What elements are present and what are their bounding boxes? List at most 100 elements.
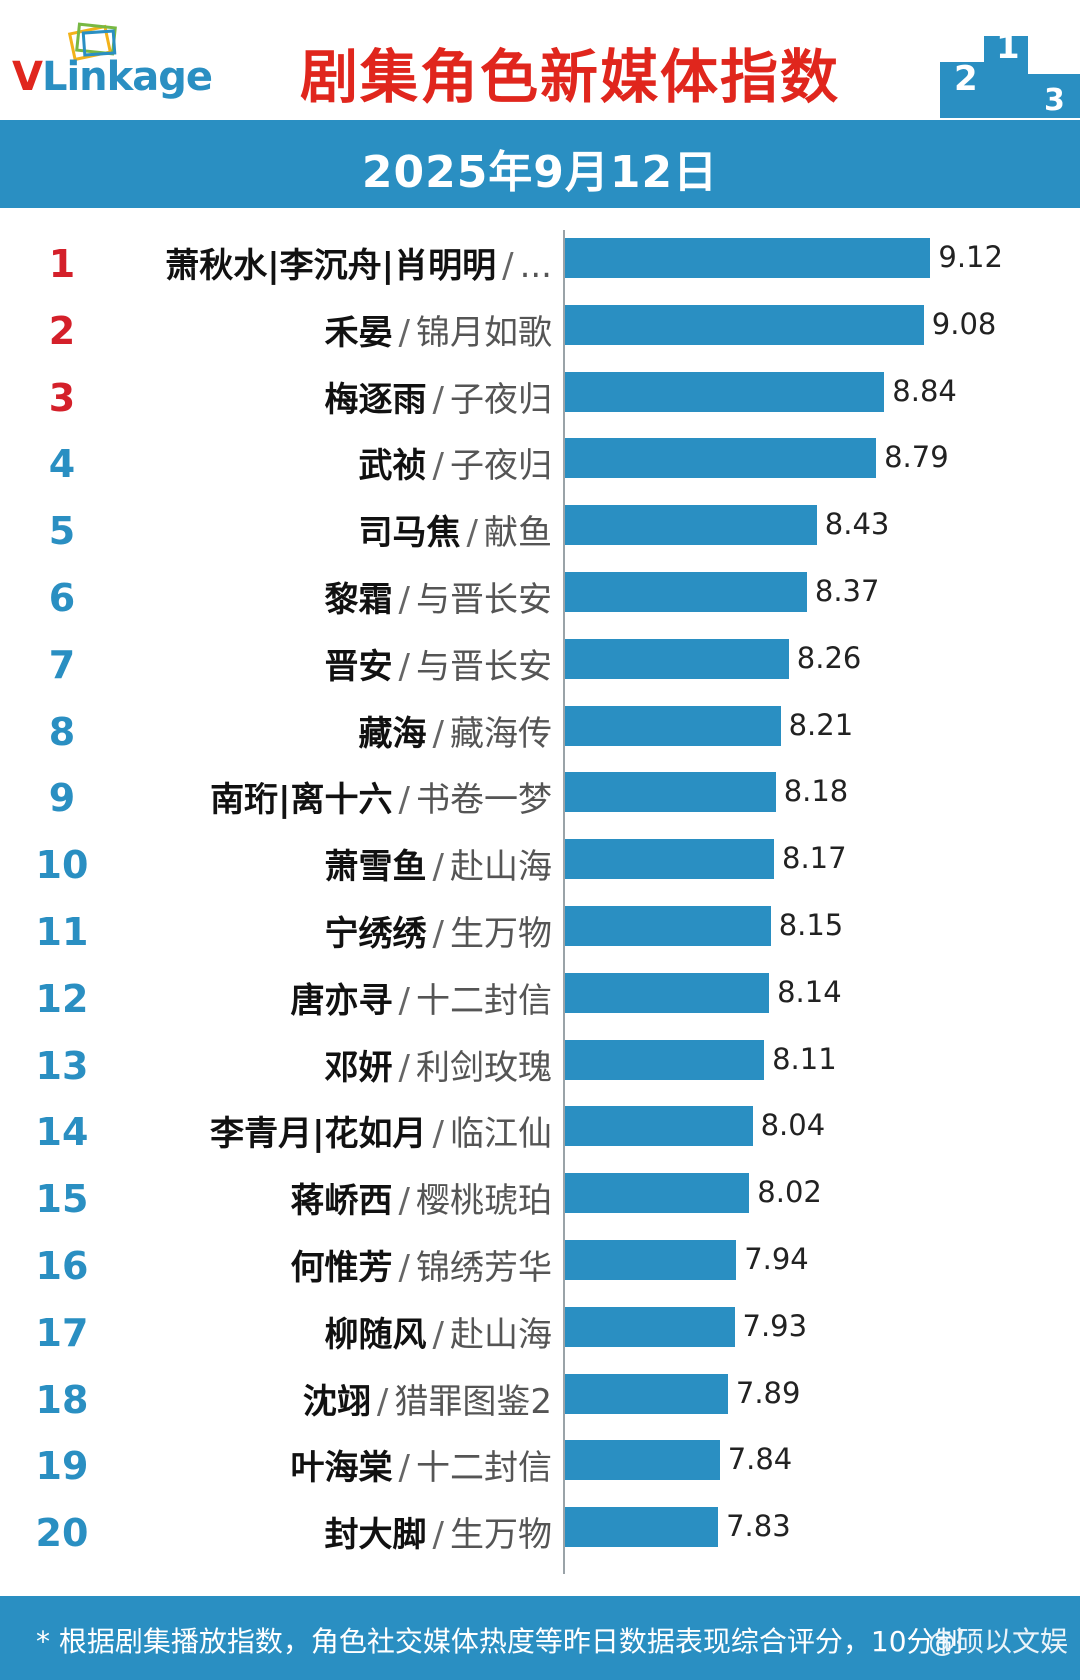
label-separator: / <box>376 1381 389 1422</box>
bar <box>565 304 924 345</box>
chart-row: 7 晋安 / 与晋长安 8.26 <box>0 633 1080 700</box>
bar <box>565 1306 735 1347</box>
logo-cards-icon <box>67 22 117 62</box>
bar-label: 唐亦寻 / 十二封信 <box>291 973 552 1022</box>
label-separator: / <box>398 646 410 687</box>
bar-label: 武祯 / 子夜归 <box>359 438 552 487</box>
rank-number: 3 <box>48 375 76 420</box>
label-separator: / <box>398 580 410 620</box>
character-name: 武祯 <box>358 446 427 487</box>
rank-number: 8 <box>48 709 76 754</box>
character-name: 晋安 <box>324 646 393 687</box>
bar <box>565 638 789 679</box>
rank-number: 1 <box>48 242 76 286</box>
bar <box>565 572 807 612</box>
data-label: 8.11 <box>772 1041 837 1076</box>
character-name: 萧雪鱼 <box>324 847 427 888</box>
data-label: 8.17 <box>782 841 847 876</box>
label-separator: / <box>502 246 514 286</box>
podium-icon: 2 1 3 <box>940 27 1080 118</box>
bar-label: 李青月|花如月 / 临江仙 <box>210 1106 552 1155</box>
rank-number: 11 <box>35 910 89 954</box>
bar <box>565 839 774 880</box>
show-title: 临江仙 <box>450 1114 552 1155</box>
show-title: 利剑玫瑰 <box>416 1047 552 1088</box>
rank-number: 12 <box>35 976 89 1021</box>
data-label: 8.84 <box>892 373 957 408</box>
rank-number: 20 <box>35 1511 89 1556</box>
show-title: 赴山海 <box>450 1314 552 1355</box>
label-separator: / <box>432 713 444 754</box>
data-label: 8.18 <box>783 774 849 809</box>
bar-label: 萧雪鱼 / 赴山海 <box>325 839 552 888</box>
character-name: 萧秋水|李沉舟|肖明明 <box>165 246 497 286</box>
show-title: 十二封信 <box>416 980 552 1021</box>
show-title: 生万物 <box>450 914 552 954</box>
data-label: 8.21 <box>788 707 854 742</box>
footnote: * 根据剧集播放指数，角色社交媒体热度等昨日数据表现综合评分，10分制 <box>36 1625 963 1658</box>
show-title: 樱桃琥珀 <box>416 1181 552 1222</box>
rank-number: 14 <box>35 1110 89 1155</box>
data-label: 8.14 <box>777 974 842 1009</box>
bar <box>565 438 877 479</box>
show-title: 与晋长安 <box>416 580 552 620</box>
label-separator: / <box>398 780 410 821</box>
date-label: 2025年9月12日 <box>361 147 719 198</box>
label-separator: / <box>432 379 444 420</box>
bar <box>565 1173 750 1214</box>
bar-label: 封大脚 / 生万物 <box>325 1507 552 1556</box>
ranking-bar-chart: 1 萧秋水|李沉舟|肖明明 /... 9.12 2 禾晏 / 锦月如歌 9.08 3 梅逐雨 / 子夜归… <box>0 222 1080 1582</box>
bar <box>565 906 771 946</box>
character-name: 南珩|离十六 <box>210 780 393 821</box>
rank-number: 2 <box>48 308 76 353</box>
label-separator: / <box>398 312 410 353</box>
character-name: 唐亦寻 <box>290 980 393 1021</box>
chart-row: 12 唐亦寻 / 十二封信 8.14 <box>0 967 1080 1034</box>
data-label: 8.15 <box>778 908 844 942</box>
chart-row: 20 封大脚 / 生万物 7.83 <box>0 1501 1080 1568</box>
show-title: 猎罪图鉴2 <box>394 1381 552 1422</box>
rank-number: 15 <box>35 1177 89 1222</box>
data-label: 8.79 <box>884 440 949 475</box>
label-separator: / <box>398 1181 410 1222</box>
show-title: 十二封信 <box>416 1448 552 1489</box>
chart-row: 15 蒋峤西 / 樱桃琥珀 8.02 <box>0 1167 1080 1234</box>
rank-number: 19 <box>35 1444 89 1489</box>
character-name: 黎霜 <box>324 580 393 620</box>
footer-band: * 根据剧集播放指数，角色社交媒体热度等昨日数据表现综合评分，10分制 @硕以文… <box>0 1596 1080 1680</box>
label-separator: / <box>432 914 444 954</box>
watermark: @硕以文娱 <box>927 1625 1068 1658</box>
chart-row: 5 司马焦 / 献鱼 8.43 <box>0 499 1080 566</box>
label-separator: / <box>398 1448 410 1489</box>
bar <box>565 371 885 412</box>
svg-text:1: 1 <box>996 27 1020 67</box>
chart-row: 8 藏海 / 藏海传 8.21 <box>0 700 1080 767</box>
rank-number: 6 <box>48 576 76 620</box>
bar <box>565 1106 753 1147</box>
character-name: 李青月|花如月 <box>210 1114 427 1155</box>
label-separator: / <box>432 1114 444 1155</box>
data-label: 9.12 <box>938 240 1003 274</box>
show-title: ... <box>519 246 552 286</box>
label-separator: / <box>398 980 410 1021</box>
chart-row: 17 柳随风 / 赴山海 7.93 <box>0 1301 1080 1368</box>
date-band: 2025年9月12日 <box>0 120 1080 208</box>
character-name: 禾晏 <box>324 312 393 353</box>
show-title: 藏海传 <box>450 713 552 754</box>
bar <box>565 238 931 278</box>
data-label: 8.04 <box>760 1108 826 1143</box>
chart-row: 1 萧秋水|李沉舟|肖明明 /... 9.12 <box>0 232 1080 299</box>
chart-row: 19 叶海棠 / 十二封信 7.84 <box>0 1434 1080 1501</box>
label-separator: / <box>432 1515 444 1556</box>
rank-number: 5 <box>48 509 76 554</box>
label-separator: / <box>432 1314 444 1355</box>
data-label: 7.83 <box>726 1509 791 1544</box>
data-label: 8.26 <box>796 640 862 675</box>
chart-row: 4 武祯 / 子夜归 8.79 <box>0 432 1080 499</box>
bar-label: 萧秋水|李沉舟|肖明明 /... <box>165 238 552 287</box>
chart-row: 6 黎霜 / 与晋长安 8.37 <box>0 566 1080 633</box>
chart-axis-line <box>563 230 565 1574</box>
bar-label: 黎霜 / 与晋长安 <box>325 572 552 621</box>
character-name: 何惟芳 <box>290 1248 393 1288</box>
bar-label: 禾晏 / 锦月如歌 <box>325 305 552 354</box>
